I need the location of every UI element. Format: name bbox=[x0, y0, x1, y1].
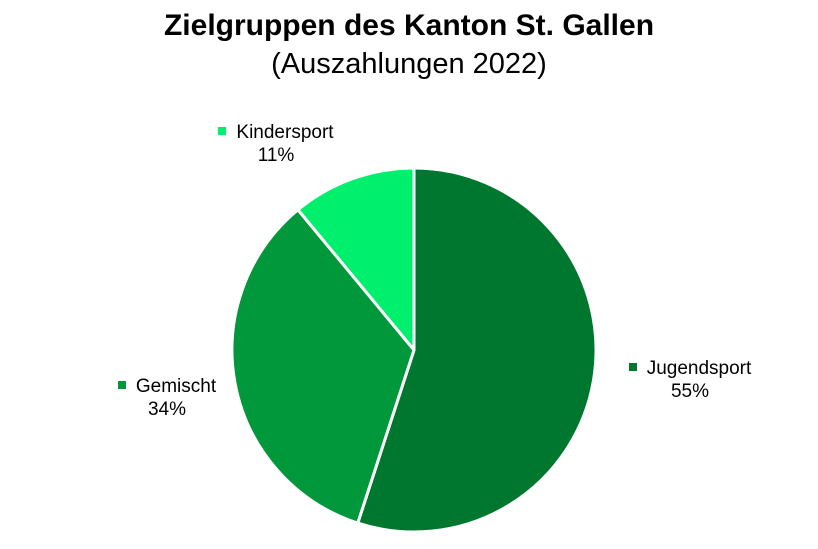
slice-label-kindersport: Kindersport 11% bbox=[196, 121, 356, 167]
slice-value-gemischt: 34% bbox=[147, 399, 187, 420]
slice-marker-gemischt bbox=[117, 380, 126, 389]
slice-marker-jugendsport bbox=[628, 362, 637, 371]
slice-label-jugendsport: Jugendsport 55% bbox=[610, 357, 770, 403]
slice-name-jugendsport: Jugendsport bbox=[646, 358, 752, 379]
chart-subtitle: (Auszahlungen 2022) bbox=[271, 48, 547, 80]
slice-marker-kindersport bbox=[218, 126, 227, 135]
slice-value-kindersport: 11% bbox=[257, 145, 295, 166]
slice-value-jugendsport: 55% bbox=[670, 381, 710, 402]
pie-slice-jugendsport bbox=[356, 166, 598, 534]
slice-name-kindersport: Kindersport bbox=[236, 122, 334, 143]
pie-slice-kindersport bbox=[296, 166, 416, 352]
chart-title: Zielgruppen des Kanton St. Gallen bbox=[163, 9, 655, 42]
slice-name-gemischt: Gemischt bbox=[135, 376, 217, 397]
pie-slice-gemischt bbox=[230, 208, 416, 525]
slice-label-gemischt: Gemischt 34% bbox=[92, 375, 242, 421]
